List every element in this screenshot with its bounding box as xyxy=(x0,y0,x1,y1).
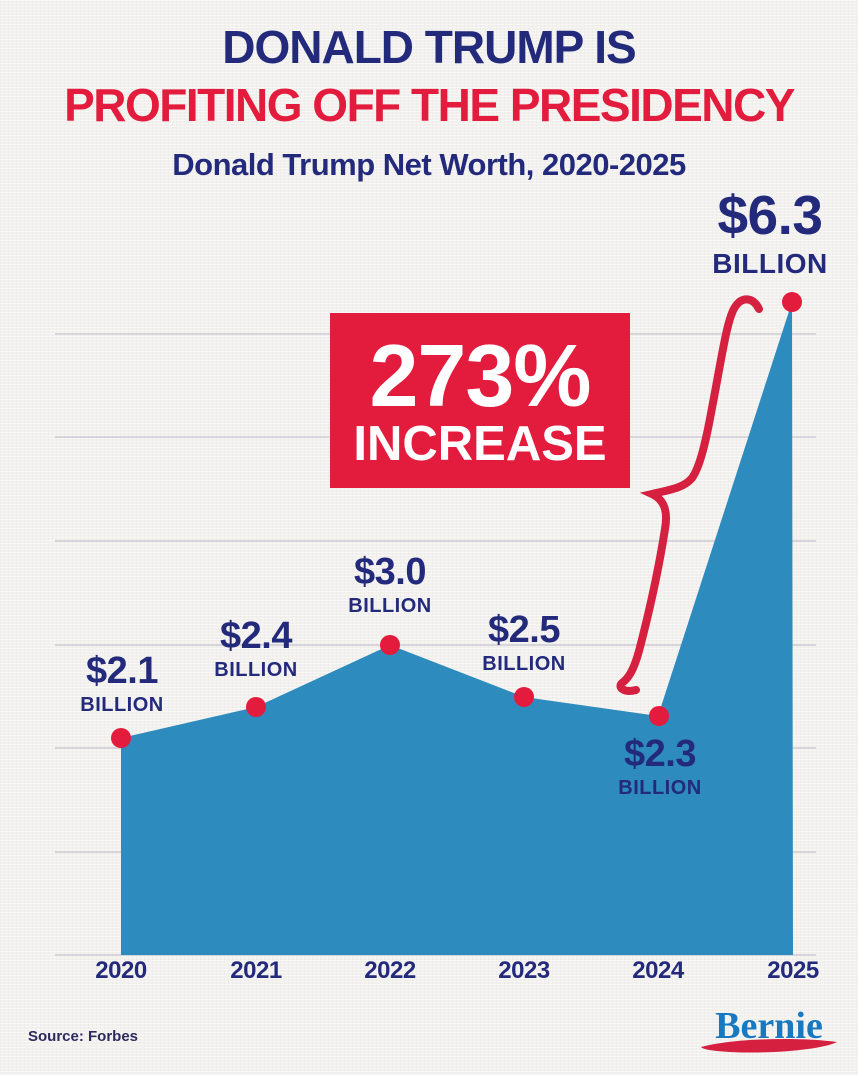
page-title-line1: DONALD TRUMP IS xyxy=(222,21,637,73)
marker-2025-icon xyxy=(782,292,802,312)
page-title-line2: PROFITING OFF THE PRESIDENCY xyxy=(64,78,795,131)
bernie-logo-graphic: Bernie xyxy=(701,1005,837,1053)
marker-2023-icon xyxy=(514,687,534,707)
axis-label-2024: 2024 xyxy=(632,957,684,984)
increase-word: INCREASE xyxy=(353,416,607,471)
axis-label-2022: 2022 xyxy=(364,957,416,984)
value-2023: $2.5 xyxy=(488,609,560,651)
increase-badge: 273% INCREASE xyxy=(330,313,630,488)
bernie-logo: Bernie xyxy=(695,1000,843,1067)
axis-label-2020: 2020 xyxy=(95,957,147,984)
data-point-markers xyxy=(111,292,802,748)
axis-label-2025: 2025 xyxy=(767,957,819,984)
value-label-2025: $6.3 BILLION xyxy=(688,188,852,281)
value-label-2022: $3.0 BILLION xyxy=(308,553,472,618)
unit-2023: BILLION xyxy=(482,653,566,675)
value-label-2024: $2.3 BILLION xyxy=(578,735,742,800)
area-series xyxy=(121,302,793,955)
value-label-2021: $2.4 BILLION xyxy=(174,617,338,682)
chart-subtitle: Donald Trump Net Worth, 2020-2025 xyxy=(172,147,686,183)
marker-2020-icon xyxy=(111,728,131,748)
value-2021: $2.4 xyxy=(220,615,292,657)
unit-2022: BILLION xyxy=(348,595,432,617)
source-credit: Source: Forbes xyxy=(28,1028,139,1045)
unit-2025: BILLION xyxy=(712,248,828,279)
increase-percent: 273% xyxy=(369,325,591,425)
marker-2024-icon xyxy=(649,706,669,726)
value-2024: $2.3 xyxy=(624,733,696,775)
value-label-2023: $2.5 BILLION xyxy=(442,611,606,676)
axis-label-2021: 2021 xyxy=(230,957,282,984)
marker-2022-icon xyxy=(380,635,400,655)
unit-2024: BILLION xyxy=(618,777,702,799)
value-2020: $2.1 xyxy=(86,650,158,692)
value-label-2020: $2.1 BILLION xyxy=(40,652,204,717)
value-2022: $3.0 xyxy=(354,551,426,593)
brace-annotation xyxy=(616,295,763,695)
marker-2021-icon xyxy=(246,697,266,717)
unit-2021: BILLION xyxy=(214,659,298,681)
header: DONALD TRUMP IS PROFITING OFF THE PRESID… xyxy=(0,22,858,183)
value-2025: $6.3 xyxy=(717,184,823,246)
axis-label-2023: 2023 xyxy=(498,957,550,984)
bernie-swoosh-icon xyxy=(701,1039,837,1053)
unit-2020: BILLION xyxy=(80,694,164,716)
